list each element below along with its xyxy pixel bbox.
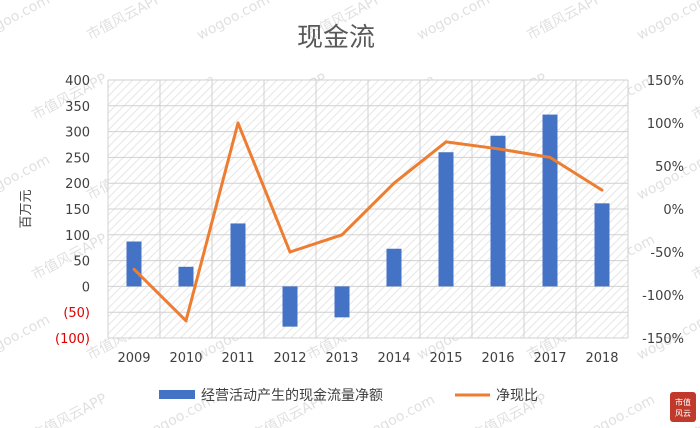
wogoo-logo: 市值 风云 [670,392,696,422]
x-tick-label: 2013 [325,351,358,366]
y-tick-label: 250 [65,151,90,166]
y2-tick-label: -150% [642,332,684,347]
y-tick-label: 400 [65,74,90,89]
line-point [340,233,344,237]
line-point [548,155,552,159]
x-tick-label: 2011 [221,351,254,366]
logo-text: 市值 [675,397,691,407]
bar [386,248,402,287]
bar [282,286,298,327]
bar-series [126,114,610,327]
bar [490,135,506,287]
y-tick-label: (100) [55,332,90,347]
legend-bar-swatch [159,390,195,399]
line-point [236,121,240,125]
legend-line-label: 净现比 [496,388,538,404]
right-axis-ticks: 150% 100% 50% 0% -50% -100% -150% [642,74,684,347]
line-series [132,121,604,323]
logo-badge-icon [670,392,696,422]
x-tick-label: 2015 [429,351,462,366]
net-cash-ratio-line [132,121,603,323]
x-tick-label: 2016 [481,351,514,366]
y-tick-label: (50) [63,306,90,321]
line-point [132,267,136,271]
x-tick-label: 2014 [377,351,410,366]
watermark-text: wogoo.com [579,392,657,428]
y-tick-label: 0 [82,280,90,295]
line-point [496,147,500,151]
line-point [444,140,448,144]
y2-tick-label: 0% [663,203,684,218]
y-axis-label: 百万元 [19,189,34,228]
line-point [392,181,396,185]
svg-text:风云: 风云 [675,409,691,418]
y-tick-label: 100 [65,229,90,244]
x-tick-label: 2017 [533,351,566,366]
bar [594,203,610,287]
chart-title: 现金流 [297,23,375,53]
left-axis-ticks: 400 350 300 250 200 150 100 50 0 (50) (100) [55,74,90,347]
y2-tick-label: -100% [642,289,684,304]
x-tick-label: 2018 [585,351,618,366]
y2-tick-label: 100% [647,117,684,132]
bar [334,286,350,318]
bar [542,114,558,287]
y2-tick-label: 150% [647,74,684,89]
y-tick-label: 350 [65,100,90,115]
x-axis-ticks: 2009 2010 2011 2012 2013 2014 2015 2016 2017 2018 [117,351,618,366]
y-tick-label: 200 [65,177,90,192]
y2-tick-label: -50% [650,246,684,261]
y-tick-label: 50 [73,255,90,270]
watermark-text: 市值风云APP [689,70,700,124]
watermark-text: 市值风云APP [689,230,700,284]
legend-bar-label: 经营活动产生的现金流量净额 [201,388,383,404]
watermark-text: wogoo.com [0,312,53,364]
watermark-text: 市值风云APP [84,0,165,44]
watermark-text: wogoo.com [0,0,53,44]
watermark-text: wogoo.com [194,0,272,44]
x-tick-label: 2010 [169,351,202,366]
y2-tick-label: 50% [655,160,684,175]
bar [438,152,454,287]
watermark-text: wogoo.com [634,0,700,44]
legend: 经营活动产生的现金流量净额 净现比 [159,388,538,404]
line-point [288,250,292,254]
line-point [184,319,188,323]
x-tick-label: 2009 [117,351,150,366]
watermark-text: 市值风云APP [524,0,605,44]
line-point [600,188,604,192]
bar [230,223,246,287]
bar [126,241,142,287]
watermark-text: wogoo.com [414,0,492,44]
y-tick-label: 150 [65,203,90,218]
x-tick-label: 2012 [273,351,306,366]
bar [178,266,194,287]
watermark-text: 市值风云APP [29,390,110,428]
y-tick-label: 300 [65,126,90,141]
